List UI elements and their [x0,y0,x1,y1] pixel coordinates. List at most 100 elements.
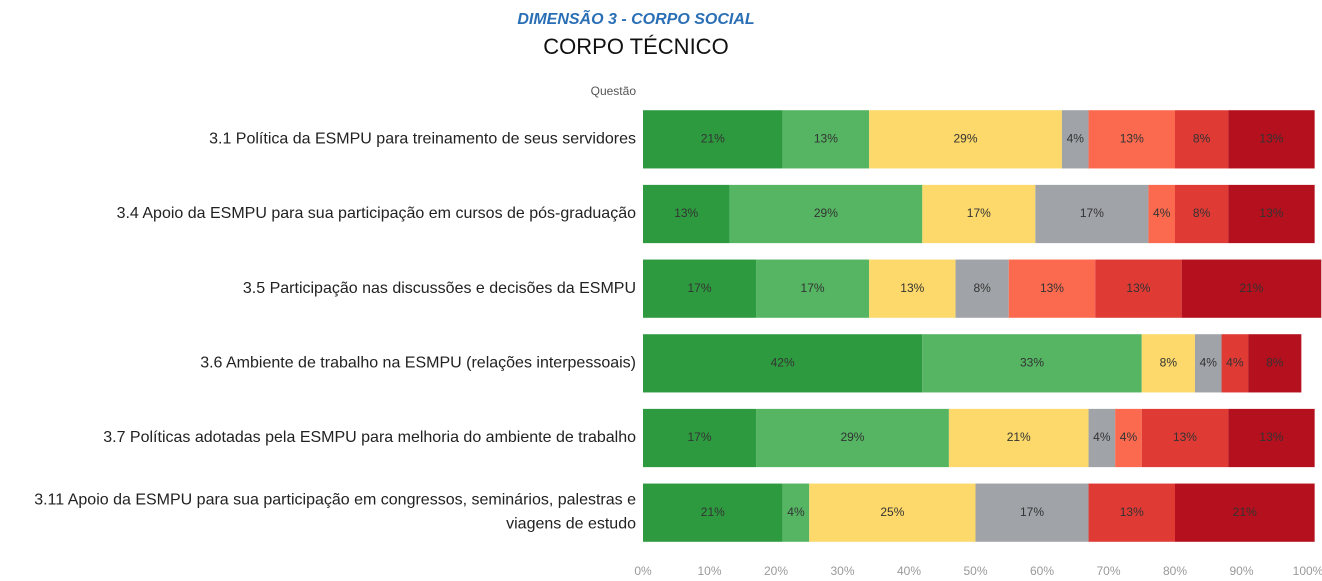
x-tick-label: 80% [1163,564,1187,578]
bar-segment [869,259,956,318]
bar-segment [1141,334,1195,393]
bar-segment [1181,259,1322,318]
bar-segment [1095,259,1182,318]
data-label: 13% [1259,206,1283,220]
bar-segment [1175,483,1315,542]
bar-segment [1008,259,1096,318]
bar-segment [1035,184,1149,244]
data-label: 29% [954,132,978,146]
bar-segment [922,184,1036,244]
data-label: 17% [1020,505,1044,519]
data-label: 21% [1007,430,1031,444]
bar-segment [1228,408,1315,468]
chart-title: DIMENSÃO 3 - CORPO SOCIAL [517,8,754,28]
y-tick-label: 3.7 Políticas adotadas pela ESMPU para m… [103,429,636,446]
data-label: 17% [1080,206,1104,220]
data-label: 8% [1160,356,1178,370]
data-label: 29% [814,206,838,220]
data-label: 17% [967,206,991,220]
bar-segment [1061,110,1089,169]
data-label: 25% [880,505,904,519]
x-tick-label: 10% [697,564,721,578]
bar-segment [643,483,783,542]
data-label: 4% [1226,356,1244,370]
bar-segment [1228,110,1315,169]
data-label: 4% [1120,430,1138,444]
data-label: 4% [787,505,805,519]
x-tick-label: 70% [1096,564,1120,578]
bar-segment [1088,408,1116,468]
x-tick-label: 100% [1293,564,1322,578]
bar-segment [1141,408,1229,468]
data-label: 29% [840,430,864,444]
data-label: 13% [1126,281,1150,295]
data-label: 42% [771,356,795,370]
data-label: 8% [1193,206,1211,220]
bar-segment [975,483,1089,542]
data-label: 21% [1233,505,1257,519]
bar-segment [1194,334,1222,393]
bar-segment [922,334,1142,393]
bar-segment [643,334,923,393]
x-tick-label: 40% [897,564,921,578]
bar-segment [782,110,870,169]
bar-segment [869,110,1062,169]
data-label: 13% [1259,132,1283,146]
x-tick-label: 60% [1030,564,1054,578]
y-tick-label: 3.5 Participação nas discussões e decisõ… [243,280,636,297]
bar-segment [1148,184,1175,244]
data-label: 13% [1120,505,1144,519]
bar-segment [948,408,1089,468]
bar-segment [809,483,976,542]
bar-segment [643,184,730,244]
data-label: 13% [814,132,838,146]
data-label: 17% [801,281,825,295]
x-tick-label: 20% [764,564,788,578]
bar-segment [1088,483,1175,542]
bar-segment [1115,408,1142,468]
bar-segment [1088,110,1175,169]
bar-segment [729,184,923,244]
bar-segment [1175,184,1229,244]
data-label: 4% [1093,430,1111,444]
bar-segment [643,110,783,169]
data-label: 17% [688,281,712,295]
data-label: 33% [1020,356,1044,370]
bar-segment [1175,110,1229,169]
bar-segment [955,259,1009,318]
data-label: 13% [674,206,698,220]
bar-segment [1228,184,1315,244]
y-tick-label: 3.4 Apoio da ESMPU para sua participação… [117,205,637,222]
data-label: 13% [1173,430,1197,444]
data-label: 8% [1266,356,1284,370]
y-tick-label: 3.6 Ambiente de trabalho na ESMPU (relaç… [200,355,636,372]
x-tick-label: 30% [830,564,854,578]
chart-subtitle: CORPO TÉCNICO [543,34,728,59]
data-label: 4% [1067,132,1085,146]
data-label: 4% [1153,206,1171,220]
data-label: 13% [900,281,924,295]
data-label: 21% [1239,281,1263,295]
bar-segment [756,259,870,318]
bar-segment [643,259,757,318]
x-tick-label: 0% [634,564,652,578]
axis-label: Questão [591,84,637,98]
data-label: 13% [1040,281,1064,295]
bar-segment [756,408,949,468]
data-label: 4% [1200,356,1218,370]
data-label: 21% [701,132,725,146]
bar-segment [643,408,757,468]
bar-segment [1221,334,1249,393]
data-label: 17% [688,430,712,444]
x-tick-label: 90% [1229,564,1253,578]
data-label: 13% [1120,132,1144,146]
y-tick-label: 3.1 Política da ESMPU para treinamento d… [209,131,636,148]
data-label: 8% [973,281,991,295]
y-tick-label: 3.11 Apoio da ESMPU para sua participaçã… [34,492,636,533]
bar-segment [1248,334,1302,393]
data-label: 21% [701,505,725,519]
data-label: 8% [1193,132,1211,146]
x-tick-label: 50% [963,564,987,578]
